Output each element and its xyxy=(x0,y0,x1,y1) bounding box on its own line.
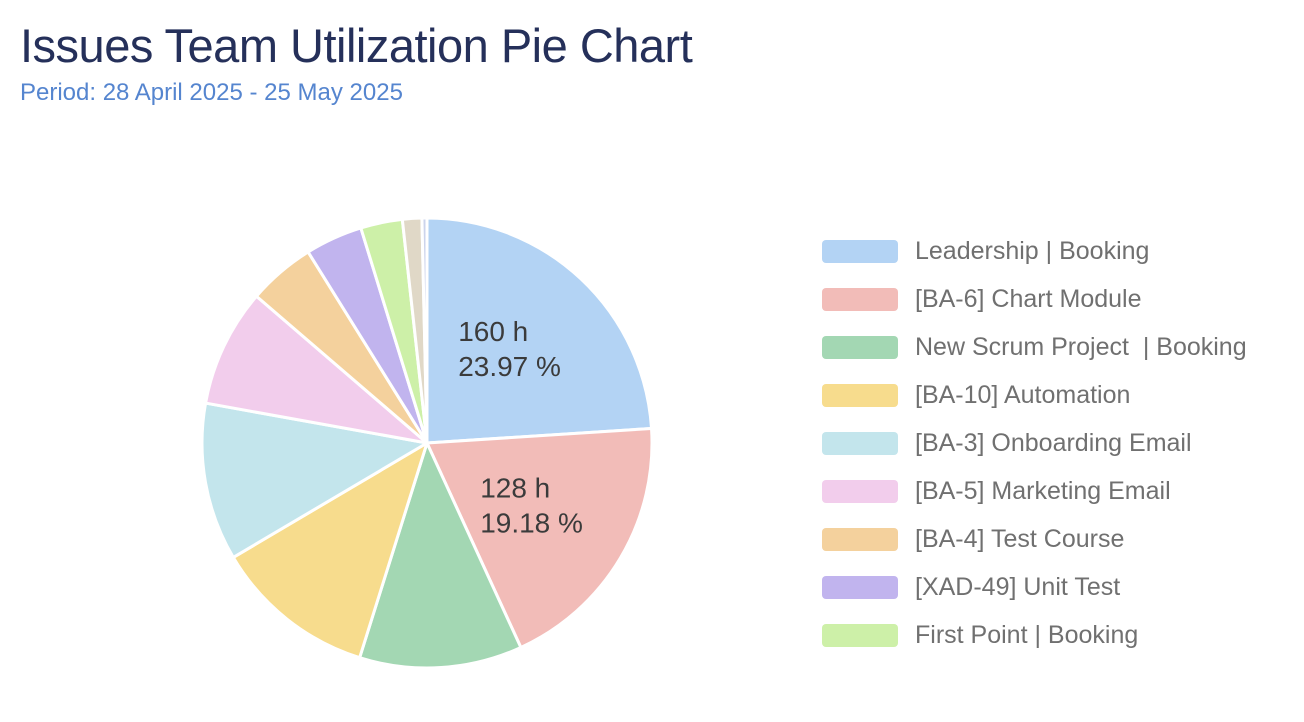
pie-chart: 160 h 23.97 % 128 h 19.18 % xyxy=(200,216,654,670)
legend-swatch-ba-5-marketing-email xyxy=(822,479,898,503)
legend-label-ba-4-test-course: [BA-4] Test Course xyxy=(915,524,1125,553)
legend-item-ba-6-chart-module[interactable]: [BA-6] Chart Module xyxy=(822,275,1247,323)
legend-swatch-leadership-booking xyxy=(822,239,898,263)
legend-swatch-ba-4-test-course xyxy=(822,527,898,551)
legend-label-leadership-booking: Leadership | Booking xyxy=(915,236,1150,265)
legend-label-ba-10-automation: [BA-10] Automation xyxy=(915,380,1131,409)
legend-item-leadership-booking[interactable]: Leadership | Booking xyxy=(822,227,1247,275)
legend-item-new-scrum-project-booking[interactable]: New Scrum Project | Booking xyxy=(822,323,1247,371)
chart-legend: Leadership | Booking [BA-6] Chart Module N… xyxy=(822,227,1247,659)
pie-slice-new-scrum-project-booking[interactable] xyxy=(358,441,523,670)
pie-slice-unlabeled-small-2[interactable] xyxy=(420,216,429,445)
pie-slice-ba-10-automation[interactable] xyxy=(231,441,429,660)
legend-label-first-point-booking: First Point | Booking xyxy=(915,620,1139,649)
legend-label-ba-6-chart-module: [BA-6] Chart Module xyxy=(915,284,1142,313)
legend-item-ba-4-test-course[interactable]: [BA-4] Test Course xyxy=(822,515,1247,563)
legend-item-ba-10-automation[interactable]: [BA-10] Automation xyxy=(822,371,1247,419)
pie-slice-ba-6-chart-module[interactable] xyxy=(425,426,654,649)
legend-label-ba-5-marketing-email: [BA-5] Marketing Email xyxy=(915,476,1171,505)
pie-slice-ba-3-onboarding-email[interactable] xyxy=(200,401,429,559)
legend-swatch-ba-3-onboarding-email xyxy=(822,431,898,455)
pie-slice-ba-5-marketing-email[interactable] xyxy=(204,294,429,445)
legend-swatch-ba-6-chart-module xyxy=(822,287,898,311)
legend-swatch-first-point-booking xyxy=(822,623,898,647)
page-title: Issues Team Utilization Pie Chart xyxy=(20,19,693,72)
legend-swatch-new-scrum-project-booking xyxy=(822,335,898,359)
slice-data-label-leadership-booking: 160 h 23.97 % xyxy=(458,316,561,382)
legend-label-xad-49-unit-test: [XAD-49] Unit Test xyxy=(915,572,1121,601)
legend-item-xad-49-unit-test[interactable]: [XAD-49] Unit Test xyxy=(822,563,1247,611)
pie-slice-leadership-booking[interactable] xyxy=(425,216,654,445)
legend-label-new-scrum-project-booking: New Scrum Project | Booking xyxy=(915,332,1247,361)
legend-item-first-point-booking[interactable]: First Point | Booking xyxy=(822,611,1247,659)
legend-item-ba-5-marketing-email[interactable]: [BA-5] Marketing Email xyxy=(822,467,1247,515)
legend-swatch-xad-49-unit-test xyxy=(822,575,898,599)
legend-label-ba-3-onboarding-email: [BA-3] Onboarding Email xyxy=(915,428,1192,457)
legend-swatch-ba-10-automation xyxy=(822,383,898,407)
slice-data-label-ba-6-chart-module: 128 h 19.18 % xyxy=(480,473,583,539)
legend-item-ba-3-onboarding-email[interactable]: [BA-3] Onboarding Email xyxy=(822,419,1247,467)
report-period: Period: 28 April 2025 - 25 May 2025 xyxy=(20,79,403,106)
